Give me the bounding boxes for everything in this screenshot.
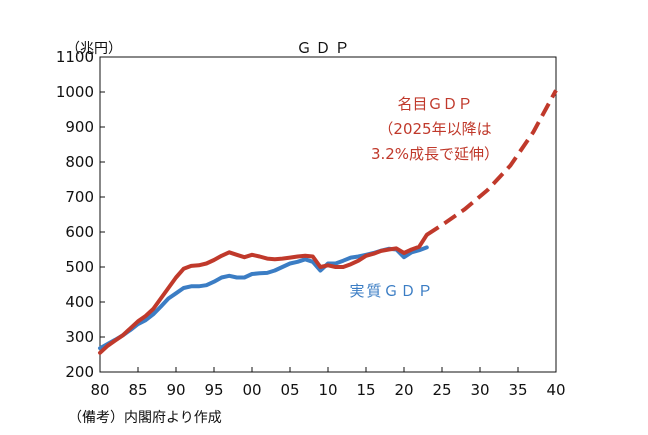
x-tick-label: 30 <box>470 381 489 399</box>
series-lines <box>98 89 558 355</box>
y-tick-label: 900 <box>65 118 94 136</box>
y-tick-label: 600 <box>65 223 94 241</box>
x-tick-label: 35 <box>508 381 527 399</box>
x-tick-label: 15 <box>356 381 375 399</box>
x-tick-label: 25 <box>432 381 451 399</box>
nominal-gdp-annotation-note-line1: （2025年以降は <box>378 120 491 138</box>
real-gdp-annotation-label: 実質ＧＤＰ <box>349 282 434 300</box>
x-tick-label: 20 <box>394 381 413 399</box>
plot-frame <box>99 56 557 373</box>
y-axis-unit-label: （兆円） <box>66 41 122 57</box>
y-tick-label: 300 <box>65 328 94 346</box>
y-tick-label: 800 <box>65 153 94 171</box>
x-tick-label: 90 <box>166 381 185 399</box>
x-tick-label: 10 <box>318 381 337 399</box>
y-tick-label: 500 <box>65 258 94 276</box>
x-tick-label: 05 <box>280 381 299 399</box>
y-tick-label: 400 <box>65 293 94 311</box>
y-tick-label: 700 <box>65 188 94 206</box>
nominal-gdp-line <box>98 232 429 355</box>
y-tick-label: 1100 <box>56 48 94 66</box>
x-tick-label: 80 <box>90 381 109 399</box>
x-tick-label: 40 <box>546 381 565 399</box>
nominal-gdp-annotation-label: 名目ＧＤＰ <box>397 95 472 113</box>
x-tick-label: 95 <box>204 381 223 399</box>
nominal-gdp-annotation-note-line2: 3.2%成長で延伸） <box>371 145 499 163</box>
chart-title: ＧＤＰ <box>296 39 353 57</box>
y-tick-label: 1000 <box>56 83 94 101</box>
chart-text: （兆円） ＧＤＰ （備考）内閣府より作成 名目ＧＤＰ （2025年以降は 3.2… <box>66 39 499 426</box>
source-note: （備考）内閣府より作成 <box>68 410 222 426</box>
y-tick-label: 200 <box>65 363 94 381</box>
x-tick-label: 85 <box>128 381 147 399</box>
x-tick-label: 00 <box>242 381 261 399</box>
nominal-gdp-projection-line <box>425 89 558 237</box>
